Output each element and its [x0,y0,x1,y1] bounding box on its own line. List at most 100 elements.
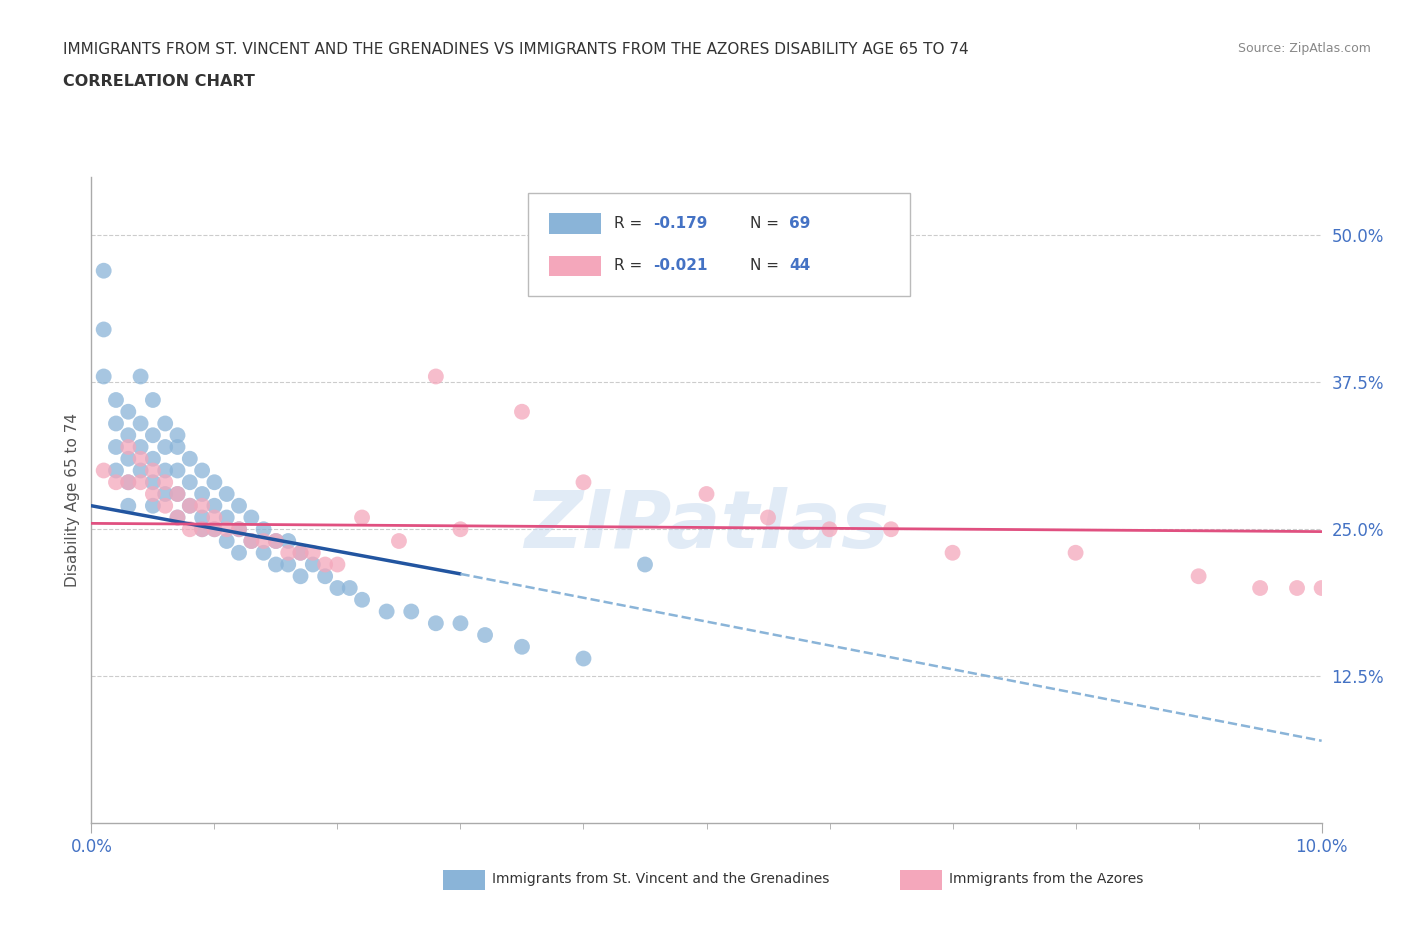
Text: 69: 69 [789,216,810,231]
Point [166,486,188,501]
Point [215,510,238,525]
Point [105,440,127,455]
Point [388,534,411,549]
Point [93,369,115,384]
Point [696,486,718,501]
Point [314,557,336,572]
Text: Immigrants from the Azores: Immigrants from the Azores [949,871,1143,886]
Point [129,463,152,478]
Point [166,463,188,478]
Point [105,463,127,478]
Point [129,416,152,431]
Point [117,498,139,513]
Point [253,545,276,560]
Point [191,463,214,478]
Point [375,604,398,619]
Point [142,475,165,490]
Point [191,486,214,501]
Point [290,545,312,560]
Point [339,580,361,595]
Point [142,486,165,501]
FancyBboxPatch shape [529,193,910,297]
Point [117,428,139,443]
Point [215,522,238,537]
Point [105,392,127,407]
Point [228,522,250,537]
Point [253,522,276,537]
Point [202,475,225,490]
Point [1064,545,1087,560]
Point [264,534,287,549]
Text: Immigrants from St. Vincent and the Grenadines: Immigrants from St. Vincent and the Gren… [492,871,830,886]
Point [399,604,422,619]
Point [253,534,276,549]
Text: R =: R = [614,216,647,231]
Point [326,557,349,572]
Text: -0.179: -0.179 [654,216,709,231]
Point [117,475,139,490]
Point [264,534,287,549]
Point [215,486,238,501]
Point [449,522,471,537]
Point [153,416,177,431]
Point [105,475,127,490]
Point [179,498,201,513]
Point [880,522,903,537]
Point [179,522,201,537]
Point [474,628,496,643]
Point [166,510,188,525]
Point [510,405,533,419]
Point [510,639,533,654]
Point [191,522,214,537]
Bar [548,213,600,233]
Point [117,405,139,419]
Point [301,545,323,560]
Point [166,510,188,525]
Point [93,263,115,278]
Point [117,475,139,490]
Point [202,522,225,537]
Point [142,428,165,443]
Point [290,545,312,560]
Point [326,580,349,595]
Point [240,510,263,525]
Point [449,616,471,631]
Point [179,475,201,490]
Point [129,369,152,384]
Point [93,322,115,337]
Point [191,498,214,513]
Point [277,545,299,560]
Point [191,510,214,525]
Point [425,369,447,384]
Point [942,545,965,560]
Point [179,451,201,466]
Point [425,616,447,631]
Point [290,569,312,584]
Text: -0.021: -0.021 [654,259,709,273]
Point [153,486,177,501]
Point [350,592,373,607]
Point [129,475,152,490]
Y-axis label: Disability Age 65 to 74: Disability Age 65 to 74 [65,413,80,587]
Point [153,498,177,513]
Point [228,498,250,513]
Point [105,416,127,431]
Point [215,534,238,549]
Point [166,440,188,455]
Point [191,522,214,537]
Point [202,498,225,513]
Point [153,463,177,478]
Point [93,463,115,478]
Text: Source: ZipAtlas.com: Source: ZipAtlas.com [1237,42,1371,55]
Point [240,534,263,549]
Point [1249,580,1271,595]
Point [202,510,225,525]
Text: 44: 44 [789,259,810,273]
Point [153,475,177,490]
Point [228,545,250,560]
Point [572,651,595,666]
Point [1187,569,1209,584]
Point [129,451,152,466]
Point [301,557,323,572]
Point [277,557,299,572]
